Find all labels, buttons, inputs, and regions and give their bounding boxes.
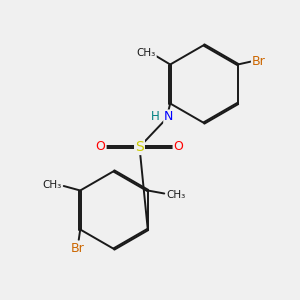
Text: CH₃: CH₃ <box>167 190 186 200</box>
Text: CH₃: CH₃ <box>136 47 156 58</box>
Text: N: N <box>164 110 174 124</box>
Text: O: O <box>174 140 183 154</box>
Text: CH₃: CH₃ <box>42 179 62 190</box>
Text: O: O <box>96 140 105 154</box>
Text: S: S <box>135 140 144 154</box>
Text: Br: Br <box>70 242 84 255</box>
Text: Br: Br <box>252 55 266 68</box>
Text: H: H <box>151 110 160 123</box>
